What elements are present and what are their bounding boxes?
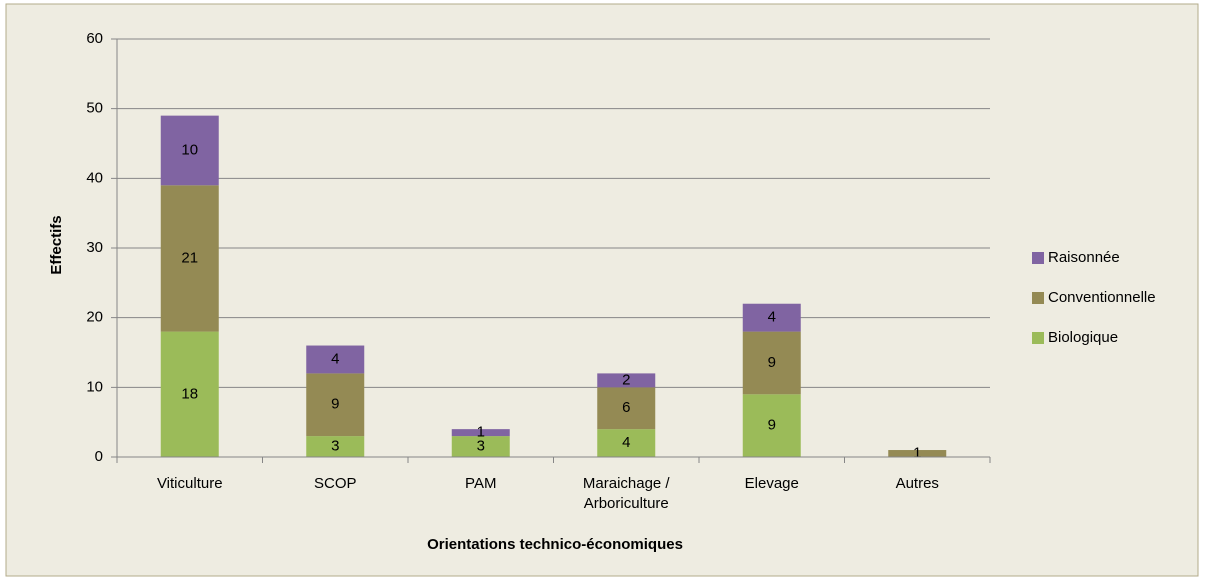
bar-segment bbox=[597, 429, 656, 457]
bar-segment bbox=[742, 303, 801, 332]
bar-segment bbox=[742, 331, 801, 395]
y-tick-label: 40 bbox=[86, 169, 103, 186]
legend-swatch bbox=[1032, 292, 1044, 304]
bar-segment bbox=[160, 115, 219, 186]
value-label: 4 bbox=[622, 434, 630, 451]
x-tick-label: Viticulture bbox=[156, 475, 223, 492]
value-label: 3 bbox=[331, 438, 339, 455]
x-tick-label: Elevage bbox=[744, 475, 799, 492]
y-tick-label: 50 bbox=[86, 100, 103, 117]
bar-segment bbox=[160, 331, 219, 457]
bar-segment bbox=[306, 345, 365, 374]
value-label: 4 bbox=[331, 350, 339, 367]
bar-segment bbox=[451, 436, 510, 457]
value-label: 4 bbox=[768, 309, 776, 326]
x-tick-label: PAM bbox=[465, 475, 497, 492]
value-label: 9 bbox=[768, 417, 776, 434]
value-label: 21 bbox=[181, 249, 198, 266]
legend-swatch bbox=[1032, 332, 1044, 344]
bar-segment bbox=[597, 373, 656, 388]
value-label: 18 bbox=[181, 385, 198, 402]
y-tick-label: 20 bbox=[86, 309, 103, 326]
bar-segment bbox=[451, 429, 510, 437]
legend-label: Biologique bbox=[1048, 329, 1118, 346]
y-tick-label: 10 bbox=[86, 378, 103, 395]
y-tick-label: 60 bbox=[86, 30, 103, 47]
y-axis-title: Effectifs bbox=[48, 215, 65, 274]
bar-segment bbox=[160, 185, 219, 332]
bar-segment bbox=[888, 450, 947, 457]
legend-label: Raisonnée bbox=[1048, 249, 1120, 266]
value-label: 1 bbox=[477, 424, 485, 441]
x-tick-label: Maraichage / Arboriculture bbox=[582, 475, 670, 512]
x-tick-label: Autres bbox=[895, 475, 939, 492]
y-tick-label: 0 bbox=[95, 448, 103, 465]
x-tick-label: SCOP bbox=[313, 475, 357, 492]
bar-segment bbox=[742, 394, 801, 457]
value-label: 6 bbox=[622, 399, 630, 416]
value-label: 1 bbox=[913, 444, 921, 461]
x-axis-title: Orientations technico-économiques bbox=[427, 536, 683, 553]
value-label: 10 bbox=[181, 141, 198, 158]
value-label: 9 bbox=[331, 396, 339, 413]
bar-segment bbox=[597, 387, 656, 430]
legend-label: Conventionnelle bbox=[1048, 289, 1156, 306]
value-label: 9 bbox=[768, 354, 776, 371]
value-label: 2 bbox=[622, 371, 630, 388]
y-tick-label: 30 bbox=[86, 239, 103, 256]
value-label: 3 bbox=[477, 438, 485, 455]
bar-segment bbox=[306, 373, 365, 437]
legend-swatch bbox=[1032, 252, 1044, 264]
bar-segment bbox=[306, 436, 365, 457]
